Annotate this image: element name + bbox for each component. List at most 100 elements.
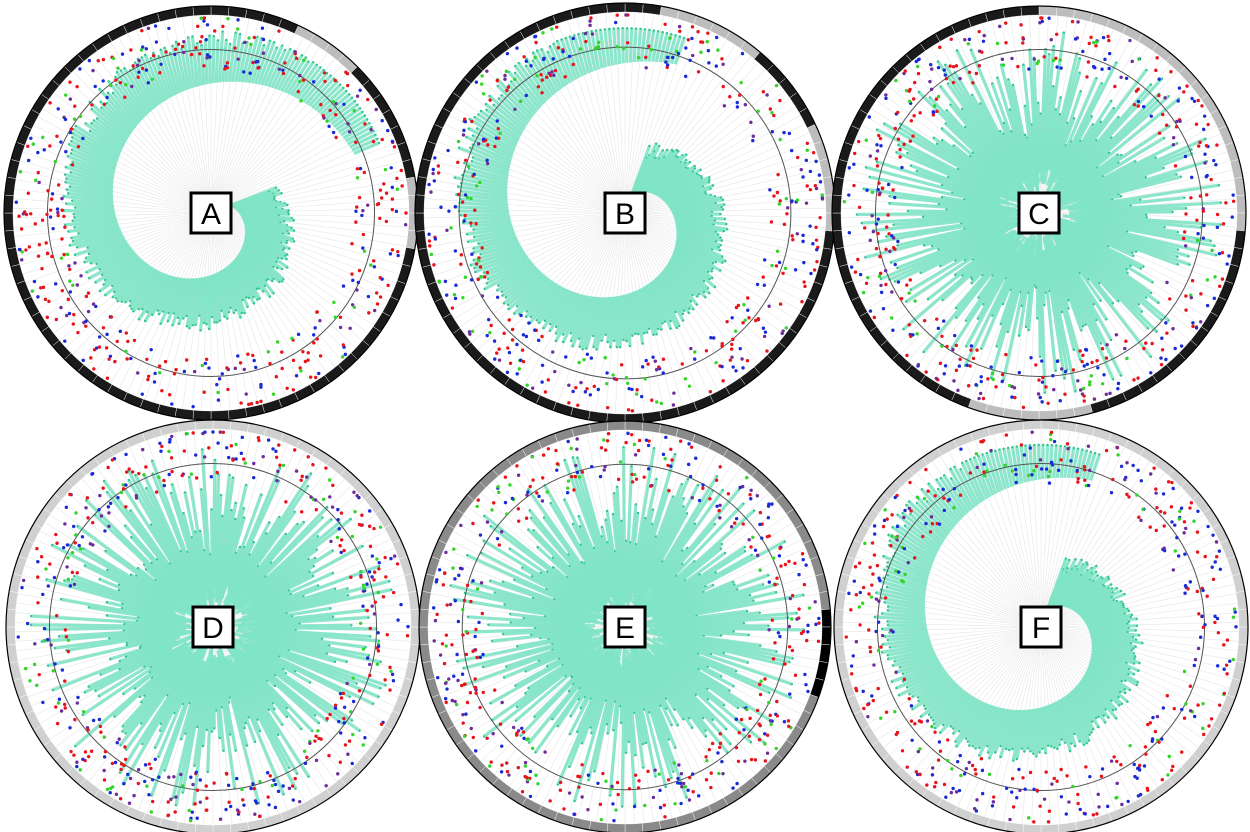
marker-dot: [150, 77, 154, 81]
bar-tip: [654, 775, 657, 778]
bar-tip: [554, 332, 558, 335]
bar-tip: [719, 244, 722, 247]
marker-dot: [644, 66, 648, 70]
bar-tip: [208, 34, 211, 37]
bar-tip: [1062, 31, 1066, 34]
marker-dot: [621, 46, 626, 51]
marker-dot: [334, 135, 338, 140]
marker-dot: [114, 792, 119, 796]
marker-dot: [510, 338, 515, 342]
bar-tip: [995, 345, 999, 348]
marker-dot: [14, 200, 18, 204]
bar: [250, 44, 266, 84]
bar-tip: [1175, 142, 1179, 145]
marker-dot: [808, 224, 812, 228]
marker-dot: [42, 626, 47, 631]
marker-dot: [943, 73, 947, 77]
bar-tip: [719, 634, 723, 637]
marker-dot: [66, 638, 71, 643]
marker-dot: [469, 221, 473, 225]
marker-dot: [944, 76, 949, 81]
bar-tip: [349, 517, 352, 521]
bar: [353, 141, 380, 155]
marker-dot: [125, 357, 129, 361]
marker-dot: [1185, 84, 1189, 88]
bar: [670, 254, 710, 290]
bar-tip: [561, 333, 565, 336]
marker-dot: [41, 135, 45, 140]
bar-tip: [105, 490, 109, 494]
marker-dot: [1090, 360, 1094, 365]
bar: [185, 277, 199, 327]
bar-tip: [268, 295, 272, 299]
bar: [569, 295, 592, 342]
bar: [618, 295, 624, 348]
marker-dot: [881, 306, 886, 311]
bar: [628, 28, 634, 63]
marker-dot: [305, 475, 309, 479]
bar-tip: [965, 345, 968, 348]
bar-tip: [581, 31, 585, 35]
marker-dot: [478, 265, 483, 269]
marker-dot: [179, 772, 183, 777]
marker-dot: [540, 91, 544, 95]
marker-dot: [252, 475, 256, 480]
bar: [513, 71, 543, 108]
bar-tip: [670, 776, 673, 780]
bar: [217, 31, 225, 83]
bar-tip: [568, 35, 572, 38]
marker-dot: [1095, 40, 1099, 44]
bar-tip: [67, 143, 71, 146]
marker-dot: [977, 29, 981, 34]
marker-dot: [91, 543, 95, 547]
bar-tip: [608, 27, 611, 31]
marker-dot: [940, 334, 944, 338]
marker-dot: [770, 129, 775, 134]
marker-dot: [291, 388, 296, 392]
marker-dot: [875, 164, 880, 168]
bar-tip: [472, 251, 475, 254]
bar: [94, 254, 140, 284]
marker-dot: [68, 97, 73, 101]
marker-dot: [460, 200, 465, 204]
marker-dot: [870, 190, 875, 195]
marker-dot: [76, 695, 80, 700]
bar-tip: [333, 660, 337, 663]
bar-tip: [1155, 330, 1158, 333]
marker-dot: [1205, 278, 1210, 282]
marker-dot: [287, 786, 292, 791]
bar-tip: [287, 209, 290, 212]
marker-dot: [191, 404, 195, 409]
marker-dot: [533, 328, 537, 332]
bar-tip: [306, 484, 309, 488]
marker-dot: [878, 271, 883, 276]
bar-tip: [926, 298, 930, 301]
bar: [233, 42, 245, 83]
bar-tip: [244, 721, 247, 725]
marker-dot: [1165, 331, 1169, 335]
bar-tip: [228, 42, 232, 46]
bar-tip: [590, 30, 593, 33]
marker-dot: [84, 506, 88, 510]
marker-dot: [124, 483, 128, 487]
marker-dot: [1190, 278, 1195, 283]
bar: [257, 41, 276, 85]
marker-dot: [1085, 362, 1090, 366]
marker-dot: [111, 56, 116, 61]
bar-tip: [285, 241, 288, 245]
bar-tip: [672, 770, 675, 773]
bar-tip: [1022, 63, 1025, 66]
bar-tip: [1183, 196, 1186, 199]
marker-dot: [347, 130, 352, 134]
bar: [525, 281, 557, 313]
marker-dot: [271, 447, 275, 451]
marker-dot: [1082, 364, 1086, 368]
marker-dot: [278, 463, 282, 467]
marker-dot: [742, 302, 746, 307]
marker-dot: [473, 208, 477, 212]
spoke: [576, 17, 626, 214]
marker-dot: [314, 507, 318, 512]
marker-dot: [388, 252, 393, 256]
spoke: [624, 98, 791, 214]
bar-tip: [758, 611, 761, 614]
